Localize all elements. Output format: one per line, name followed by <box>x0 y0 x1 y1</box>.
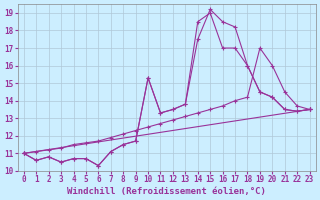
X-axis label: Windchill (Refroidissement éolien,°C): Windchill (Refroidissement éolien,°C) <box>67 187 266 196</box>
